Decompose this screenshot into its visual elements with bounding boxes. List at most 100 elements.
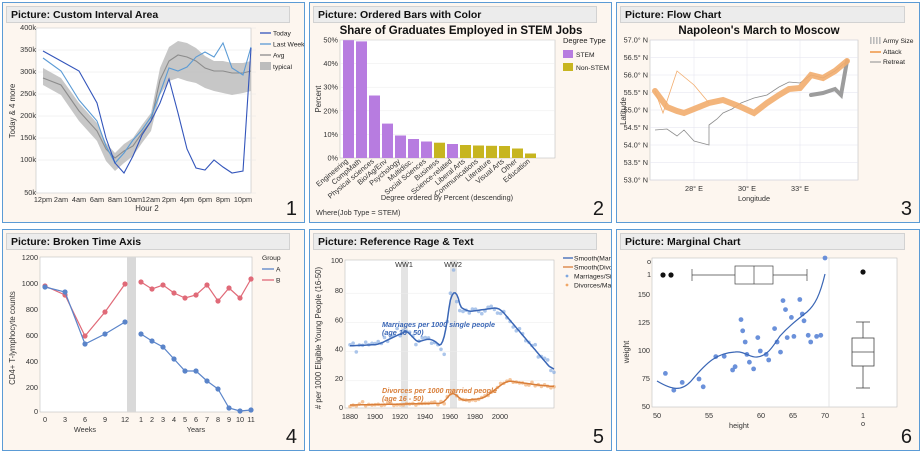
svg-text:80: 80 bbox=[335, 286, 343, 295]
svg-text:o: o bbox=[861, 419, 865, 428]
svg-text:Smooth(Marriages/Single): Smooth(Marriages/Single) bbox=[574, 255, 612, 262]
svg-text:6: 6 bbox=[83, 415, 87, 424]
svg-text:Today & 4 more: Today & 4 more bbox=[8, 84, 17, 139]
svg-text:Non-STEM: Non-STEM bbox=[576, 65, 610, 72]
svg-text:Divorces/Married: Divorces/Married bbox=[574, 282, 612, 289]
svg-text:100: 100 bbox=[331, 256, 343, 265]
svg-text:150: 150 bbox=[638, 290, 650, 299]
svg-text:1: 1 bbox=[139, 415, 143, 424]
svg-text:0: 0 bbox=[43, 415, 47, 424]
svg-text:2000: 2000 bbox=[492, 412, 508, 421]
svg-text:Napoleon's March to Moscow: Napoleon's March to Moscow bbox=[678, 25, 839, 37]
svg-text:1900: 1900 bbox=[367, 412, 383, 421]
svg-text:50: 50 bbox=[642, 402, 650, 411]
svg-text:20: 20 bbox=[335, 374, 343, 383]
svg-text:8am: 8am bbox=[108, 195, 122, 204]
svg-text:20%: 20% bbox=[323, 106, 338, 115]
svg-text:Last Week: Last Week bbox=[273, 42, 305, 49]
svg-text:STEM: STEM bbox=[576, 52, 595, 59]
svg-text:Smooth(Divorces/Married): Smooth(Divorces/Married) bbox=[574, 264, 612, 271]
svg-text:Weeks: Weeks bbox=[74, 425, 97, 434]
svg-text:7: 7 bbox=[205, 415, 209, 424]
svg-text:0: 0 bbox=[339, 403, 343, 412]
svg-text:Degree ordered by Percent (des: Degree ordered by Percent (descending) bbox=[381, 193, 513, 202]
svg-text:56.5° N: 56.5° N bbox=[624, 53, 648, 62]
svg-text:(age 16 - 50): (age 16 - 50) bbox=[382, 328, 424, 337]
svg-text:1940: 1940 bbox=[417, 412, 433, 421]
svg-text:o: o bbox=[647, 257, 651, 266]
svg-text:Marriages/Single: Marriages/Single bbox=[574, 273, 612, 280]
svg-text:Today: Today bbox=[273, 31, 292, 38]
svg-text:CD4+ T-lymphocyte counts: CD4+ T-lymphocyte counts bbox=[8, 291, 17, 385]
svg-text:30%: 30% bbox=[323, 83, 338, 92]
svg-text:12am: 12am bbox=[142, 195, 160, 204]
svg-text:1880: 1880 bbox=[342, 412, 358, 421]
svg-text:B: B bbox=[276, 278, 281, 285]
svg-text:Share of Graduates Employed in: Share of Graduates Employed in STEM Jobs bbox=[340, 25, 583, 37]
svg-text:100: 100 bbox=[638, 346, 650, 355]
svg-text:5: 5 bbox=[183, 415, 187, 424]
svg-text:40%: 40% bbox=[323, 59, 338, 68]
svg-text:0%: 0% bbox=[327, 154, 338, 163]
svg-text:600: 600 bbox=[26, 331, 38, 340]
svg-text:50%: 50% bbox=[323, 36, 338, 45]
svg-text:1: 1 bbox=[647, 270, 651, 279]
svg-text:2am: 2am bbox=[54, 195, 68, 204]
svg-text:75: 75 bbox=[642, 374, 650, 383]
svg-text:WW2: WW2 bbox=[444, 260, 462, 269]
svg-text:9: 9 bbox=[227, 415, 231, 424]
svg-text:30° E: 30° E bbox=[738, 184, 756, 193]
svg-text:150k: 150k bbox=[20, 133, 36, 142]
svg-text:53.0° N: 53.0° N bbox=[624, 176, 648, 185]
svg-text:Latitude: Latitude bbox=[619, 97, 628, 125]
svg-text:100k: 100k bbox=[20, 155, 36, 164]
svg-text:60: 60 bbox=[335, 315, 343, 324]
svg-text:400k: 400k bbox=[20, 23, 36, 32]
svg-text:300k: 300k bbox=[20, 67, 36, 76]
svg-text:Where(Job Type = STEM): Where(Job Type = STEM) bbox=[316, 208, 400, 217]
svg-text:200: 200 bbox=[26, 383, 38, 392]
svg-text:28° E: 28° E bbox=[685, 184, 703, 193]
svg-text:1200: 1200 bbox=[22, 253, 38, 262]
svg-text:350k: 350k bbox=[20, 45, 36, 54]
svg-text:65: 65 bbox=[789, 411, 797, 420]
svg-text:1920: 1920 bbox=[392, 412, 408, 421]
svg-text:9: 9 bbox=[103, 415, 107, 424]
svg-text:54.0° N: 54.0° N bbox=[624, 141, 648, 150]
svg-text:3: 3 bbox=[63, 415, 67, 424]
svg-text:weight: weight bbox=[622, 340, 631, 364]
svg-text:70: 70 bbox=[821, 411, 829, 420]
svg-text:WW1: WW1 bbox=[395, 260, 413, 269]
svg-text:2pm: 2pm bbox=[162, 195, 176, 204]
svg-text:8pm: 8pm bbox=[216, 195, 230, 204]
svg-text:height: height bbox=[729, 421, 749, 430]
svg-text:0: 0 bbox=[34, 407, 38, 416]
svg-text:56.0° N: 56.0° N bbox=[624, 71, 648, 80]
svg-text:Army Size: Army Size bbox=[883, 38, 914, 45]
svg-text:200k: 200k bbox=[20, 111, 36, 120]
svg-text:6pm: 6pm bbox=[198, 195, 212, 204]
svg-text:Avg: Avg bbox=[273, 53, 285, 60]
svg-text:2: 2 bbox=[150, 415, 154, 424]
svg-text:# per 1000 Eligible Young Peop: # per 1000 Eligible Young People (16-50) bbox=[314, 267, 323, 410]
svg-text:400: 400 bbox=[26, 357, 38, 366]
svg-text:250k: 250k bbox=[20, 89, 36, 98]
svg-text:(age 16 - 50): (age 16 - 50) bbox=[382, 394, 424, 403]
svg-text:800: 800 bbox=[26, 305, 38, 314]
svg-text:Longitude: Longitude bbox=[738, 194, 770, 203]
svg-text:10pm: 10pm bbox=[234, 195, 252, 204]
svg-text:1980: 1980 bbox=[467, 412, 483, 421]
svg-text:10: 10 bbox=[236, 415, 244, 424]
svg-text:Hour 2: Hour 2 bbox=[135, 204, 158, 213]
svg-text:6am: 6am bbox=[90, 195, 104, 204]
svg-text:1960: 1960 bbox=[442, 412, 458, 421]
svg-text:4pm: 4pm bbox=[180, 195, 194, 204]
svg-text:53.5° N: 53.5° N bbox=[624, 158, 648, 167]
svg-text:125: 125 bbox=[638, 318, 650, 327]
svg-text:6: 6 bbox=[194, 415, 198, 424]
svg-text:55.5° N: 55.5° N bbox=[624, 88, 648, 97]
svg-text:Retreat: Retreat bbox=[883, 59, 905, 66]
svg-text:33° E: 33° E bbox=[791, 184, 809, 193]
svg-text:12pm: 12pm bbox=[34, 195, 52, 204]
svg-text:Degree Type: Degree Type bbox=[563, 36, 606, 45]
